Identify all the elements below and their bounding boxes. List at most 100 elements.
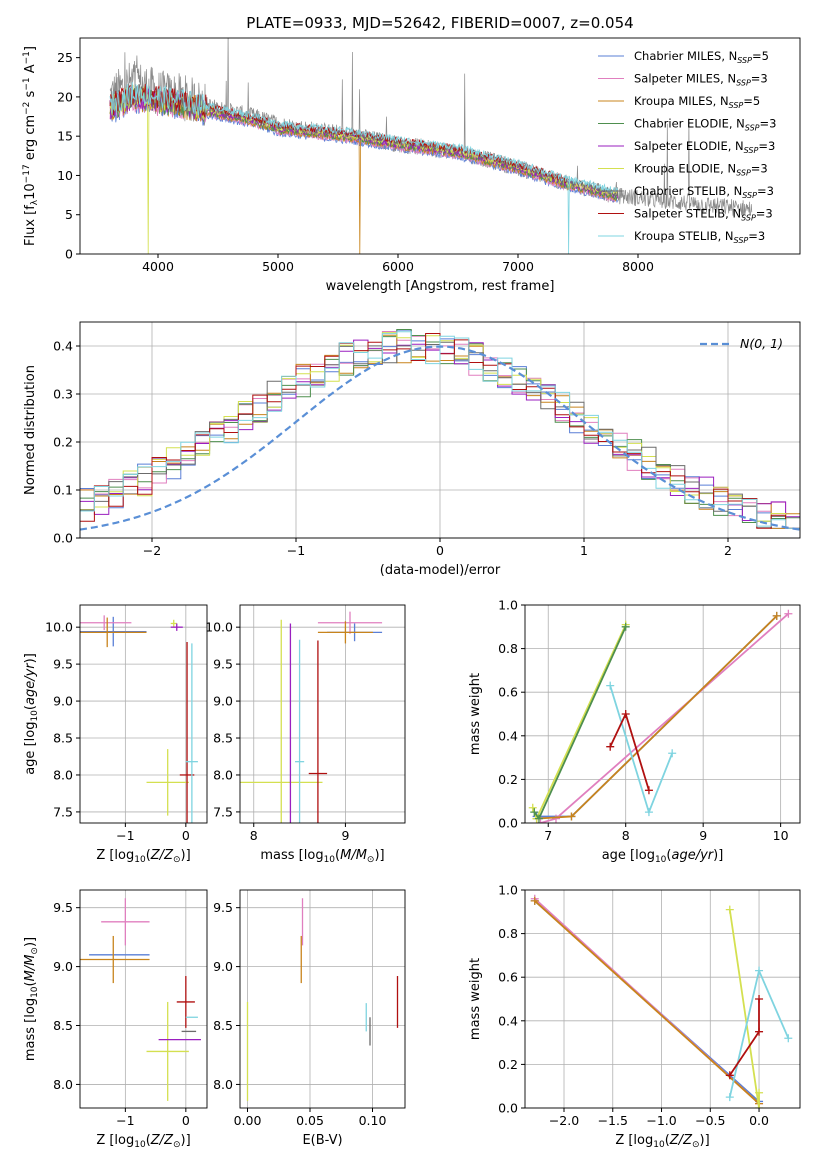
weight-series-line — [536, 615, 778, 820]
y-tick-label: 10 — [57, 168, 73, 183]
y-tick-label: 8.5 — [213, 1018, 233, 1033]
y-axis-label: mass [log10(M/M⊙)] — [23, 937, 40, 1061]
x-axis-label: Z [log10(Z/Z⊙)] — [96, 848, 190, 865]
weight-point-marker — [621, 710, 630, 718]
weight-point-marker — [755, 995, 764, 1003]
weight-point-marker — [621, 622, 630, 631]
plot-area — [528, 609, 793, 823]
x-tick-label: 6000 — [382, 259, 414, 274]
y-tick-label: 8.0 — [53, 1077, 73, 1092]
model-spectrum — [109, 83, 569, 184]
y-tick-label: 8.0 — [213, 767, 233, 782]
y-axis-label: mass weight — [468, 958, 483, 1040]
axes-frame — [524, 604, 801, 824]
y-tick-label: 9.5 — [53, 900, 73, 915]
x-tick-label: 0 — [436, 543, 444, 558]
y-tick-label: 9.5 — [213, 900, 233, 915]
x-tick-label: 8000 — [622, 259, 654, 274]
age-vs-metallicity-panel: −1 0 7.5 8.0 8.5 9.0 9.5 10.0 Z [log10(Z/Z⊙)] age… — [23, 604, 208, 865]
legend-label: Chabrier STELIB, NSSP=3 — [634, 184, 774, 200]
weight-point-marker — [606, 742, 615, 751]
x-tick-label: −1 — [116, 828, 134, 843]
model-spectrum — [109, 82, 618, 254]
y-tick-label: 9.0 — [213, 959, 233, 974]
weight-point-marker — [755, 966, 764, 975]
x-tick-label: 5000 — [262, 259, 294, 274]
weight-point-marker — [551, 814, 560, 823]
legend-label: N(0, 1) — [740, 336, 783, 351]
x-tick-label: 2 — [724, 543, 732, 558]
y-tick-label: 0.2 — [498, 772, 518, 787]
y-tick-label: 7.5 — [53, 804, 73, 819]
weight-vs-age-panel: 7 8 9 10 0.0 0.2 0.4 0.6 0.8 1.0 age [log10(age/yr… — [468, 598, 801, 865]
x-tick-label: −2 — [143, 543, 161, 558]
plot-area — [240, 611, 383, 823]
y-tick-label: 0.8 — [498, 641, 518, 656]
residuals-panel: −2 −1 0 1 2 0.0 0.1 0.2 0.3 0.4 N(0, 1) (data-model… — [23, 321, 801, 578]
x-axis-label: wavelength [Angstrom, rest frame] — [326, 279, 555, 294]
weight-point-marker — [644, 808, 653, 817]
weight-point-marker — [644, 786, 653, 795]
y-tick-label: 0.1 — [53, 483, 73, 498]
weight-point-marker — [606, 681, 615, 690]
x-axis-label: E(B-V) — [302, 1133, 342, 1148]
x-tick-label: −2.0 — [549, 1113, 579, 1128]
y-tick-label: 15 — [57, 129, 73, 144]
y-axis-label: age [log10(age/yr)] — [23, 653, 40, 775]
y-tick-label: 8.5 — [53, 1018, 73, 1033]
gaussian-curve — [80, 345, 800, 531]
weight-point-marker — [668, 749, 677, 758]
y-tick-label: 0.4 — [498, 1013, 518, 1028]
x-tick-label: 7000 — [502, 259, 534, 274]
x-tick-label: 0.05 — [296, 1113, 324, 1128]
y-tick-label: 8.0 — [53, 767, 73, 782]
x-tick-label: 8 — [250, 828, 258, 843]
y-tick-label: 8.5 — [213, 731, 233, 746]
weight-point-marker — [536, 819, 545, 823]
legend-label: Salpeter STELIB, NSSP=3 — [634, 207, 773, 223]
axes-frame — [239, 604, 406, 824]
y-tick-label: 0.6 — [498, 970, 518, 985]
axes-frame — [239, 889, 406, 1109]
weight-series-line — [531, 624, 627, 821]
weight-point-marker — [530, 808, 539, 817]
weight-point-marker — [784, 609, 793, 618]
weight-point-marker — [528, 803, 537, 812]
y-tick-label: 1.0 — [498, 883, 518, 898]
y-tick-label: 7.5 — [213, 804, 233, 819]
y-tick-label: 0.8 — [498, 926, 518, 941]
axes-frame — [524, 889, 801, 1109]
legend-label: Kroupa ELODIE, NSSP=3 — [634, 162, 768, 178]
mass-vs-ebv-panel: 0.00 0.05 0.10 8.0 8.5 9.0 9.5 E(B-V) — [213, 889, 406, 1148]
y-axis-label: Normed distribution — [23, 365, 38, 495]
plot-area — [109, 38, 753, 254]
y-tick-label: 10.0 — [205, 620, 233, 635]
weight-point-marker — [725, 905, 734, 914]
age-vs-mass-panel: 8 9 7.5 8.0 8.5 9.0 9.5 10.0 mass [log10(M/M⊙)] — [205, 604, 406, 865]
weight-series-line — [536, 615, 778, 818]
weight-point-marker — [725, 1071, 734, 1080]
plot-area — [80, 615, 198, 823]
plot-area — [530, 894, 793, 1108]
x-axis-label: mass [log10(M/M⊙)] — [260, 848, 384, 865]
x-axis-label: Z [log10(Z/Z⊙)] — [96, 1133, 190, 1150]
mass-vs-metallicity-panel: −1 0 8.0 8.5 9.0 9.5 Z [log10(Z/Z⊙)] mass [log1… — [23, 889, 208, 1150]
x-axis-label: Z [log10(Z/Z⊙)] — [615, 1133, 709, 1150]
legend-label: Salpeter ELODIE, NSSP=3 — [634, 139, 775, 155]
legend-label: Salpeter MILES, NSSP=3 — [634, 72, 768, 88]
x-tick-label: −1.5 — [598, 1113, 628, 1128]
y-axis-label: mass weight — [468, 673, 483, 755]
y-tick-label: 0 — [65, 247, 73, 262]
weight-point-marker — [530, 896, 539, 905]
residual-histogram — [80, 331, 800, 529]
x-tick-label: −0.5 — [695, 1113, 725, 1128]
weight-series-line — [540, 613, 789, 823]
y-tick-label: 0.4 — [53, 339, 73, 354]
y-tick-label: 8.0 — [213, 1077, 233, 1092]
legend-label: Kroupa MILES, NSSP=5 — [634, 94, 760, 110]
plot-area — [246, 898, 399, 1101]
y-tick-label: 5 — [65, 207, 73, 222]
x-tick-label: −1 — [287, 543, 305, 558]
x-tick-label: 0.00 — [234, 1113, 262, 1128]
legend-label: Chabrier ELODIE, NSSP=3 — [634, 117, 776, 133]
